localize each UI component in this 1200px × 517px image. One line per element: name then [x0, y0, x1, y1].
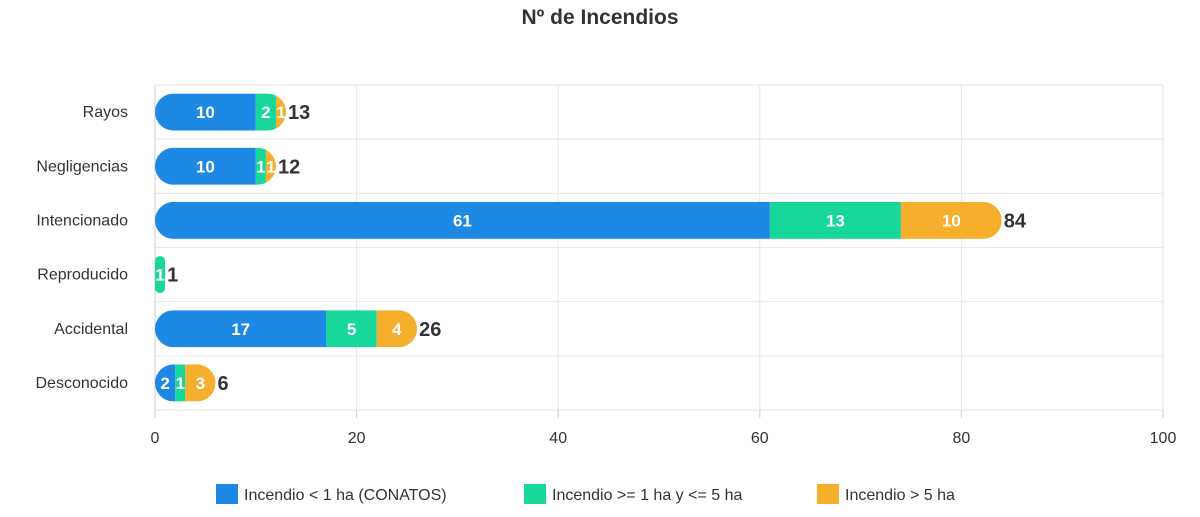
legend-swatch [216, 484, 238, 504]
legend-label: Incendio > 5 ha [845, 487, 955, 504]
bar-group [155, 310, 418, 348]
bar-segment [155, 93, 256, 131]
bar-value-label: 10 [196, 103, 215, 122]
bar-value-label: 10 [942, 211, 961, 230]
bar-segment [155, 310, 327, 348]
bar-value-label: 1 [276, 103, 285, 122]
bar-group [155, 256, 166, 294]
bar-value-label: 1 [175, 374, 184, 393]
bar-group [155, 93, 287, 131]
bar-group [155, 201, 1002, 239]
category-label: Rayos [83, 104, 128, 121]
legend-swatch [817, 484, 839, 504]
bar-total-label: 84 [1004, 210, 1027, 232]
bar-segment [275, 93, 287, 131]
bar-segment [155, 364, 176, 402]
legend-label: Incendio >= 1 ha y <= 5 ha [552, 487, 742, 504]
bar-value-label: 13 [826, 211, 845, 230]
bar-total-label: 26 [419, 319, 441, 341]
legend-label: Incendio < 1 ha (CONATOS) [244, 487, 447, 504]
bar-segment [185, 364, 216, 402]
chart-title: Nº de Incendios [521, 6, 679, 29]
bar-value-label: 1 [256, 157, 265, 176]
bar-segment [900, 201, 1002, 239]
bar-value-label: 4 [392, 320, 402, 339]
bar-value-label: 1 [155, 266, 164, 285]
bar-value-label: 61 [453, 211, 472, 230]
category-label: Desconocido [36, 375, 129, 392]
bar-value-label: 3 [196, 374, 205, 393]
bar-segment [255, 147, 266, 185]
x-tick-label: 100 [1150, 430, 1177, 447]
category-label: Intencionado [36, 212, 128, 229]
category-label: Accidental [54, 321, 128, 338]
category-label: Reproducido [37, 267, 128, 284]
bar-value-label: 5 [347, 320, 356, 339]
bar-total-label: 13 [288, 102, 310, 124]
bar-segment [155, 147, 256, 185]
bar-total-label: 1 [167, 265, 178, 287]
bar-segment [155, 256, 166, 294]
bar-segment [265, 147, 276, 185]
bar-group [155, 364, 216, 402]
category-label: Negligencias [36, 158, 128, 175]
bar-value-label: 2 [261, 103, 270, 122]
bar-segment [769, 201, 901, 239]
bar-group [155, 147, 276, 185]
x-tick-label: 80 [953, 430, 971, 447]
bar-segment [255, 93, 276, 131]
bar-segment [175, 364, 186, 402]
bar-value-label: 10 [196, 157, 215, 176]
bar-value-label: 1 [266, 157, 275, 176]
legend-swatch [524, 484, 546, 504]
x-tick-label: 20 [348, 430, 366, 447]
bar-value-label: 2 [160, 374, 169, 393]
bar-total-label: 12 [278, 156, 300, 178]
bar-segment [326, 310, 377, 348]
bar-value-label: 17 [231, 320, 250, 339]
bar-segment [155, 201, 770, 239]
x-tick-label: 60 [751, 430, 769, 447]
x-tick-label: 0 [151, 430, 160, 447]
bar-total-label: 6 [217, 373, 228, 395]
bar-segment [376, 310, 418, 348]
x-tick-label: 40 [549, 430, 567, 447]
